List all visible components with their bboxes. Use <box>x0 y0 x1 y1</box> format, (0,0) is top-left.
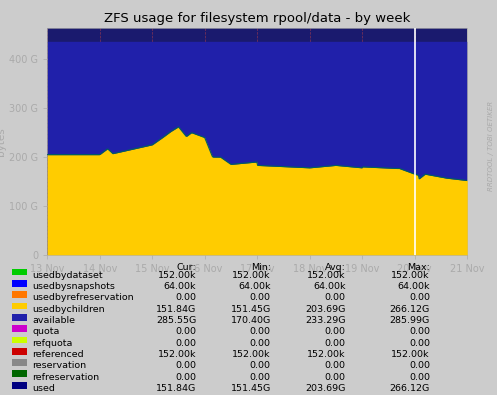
Text: 0.00: 0.00 <box>325 327 345 336</box>
Text: 0.00: 0.00 <box>175 339 196 348</box>
Text: 0.00: 0.00 <box>250 293 271 302</box>
Text: 0.00: 0.00 <box>175 372 196 382</box>
Text: 64.00k: 64.00k <box>164 282 196 291</box>
Text: 152.00k: 152.00k <box>158 350 196 359</box>
Text: RRDTOOL / TOBI OETIKER: RRDTOOL / TOBI OETIKER <box>488 101 494 191</box>
Text: 203.69G: 203.69G <box>305 305 345 314</box>
Text: 152.00k: 152.00k <box>158 271 196 280</box>
FancyBboxPatch shape <box>12 371 27 377</box>
Text: referenced: referenced <box>32 350 84 359</box>
Text: Avg:: Avg: <box>325 263 345 272</box>
Text: 0.00: 0.00 <box>409 372 430 382</box>
Text: refreservation: refreservation <box>32 372 99 382</box>
Text: quota: quota <box>32 327 60 336</box>
Text: 0.00: 0.00 <box>409 361 430 370</box>
FancyBboxPatch shape <box>12 291 27 298</box>
Text: Max:: Max: <box>407 263 430 272</box>
Text: 151.84G: 151.84G <box>156 384 196 393</box>
FancyBboxPatch shape <box>12 303 27 309</box>
Text: 0.00: 0.00 <box>250 372 271 382</box>
Text: reservation: reservation <box>32 361 86 370</box>
Text: usedbydataset: usedbydataset <box>32 271 103 280</box>
Text: available: available <box>32 316 76 325</box>
Text: 0.00: 0.00 <box>409 339 430 348</box>
Text: 64.00k: 64.00k <box>239 282 271 291</box>
Text: 151.84G: 151.84G <box>156 305 196 314</box>
Text: 152.00k: 152.00k <box>392 350 430 359</box>
FancyBboxPatch shape <box>12 382 27 389</box>
Text: usedbysnapshots: usedbysnapshots <box>32 282 115 291</box>
Text: 0.00: 0.00 <box>409 327 430 336</box>
Text: 170.40G: 170.40G <box>231 316 271 325</box>
FancyBboxPatch shape <box>12 314 27 321</box>
Text: 203.69G: 203.69G <box>305 384 345 393</box>
Text: 233.29G: 233.29G <box>305 316 345 325</box>
FancyBboxPatch shape <box>12 359 27 366</box>
Text: 266.12G: 266.12G <box>390 384 430 393</box>
Text: 152.00k: 152.00k <box>392 271 430 280</box>
Text: refquota: refquota <box>32 339 73 348</box>
Text: 0.00: 0.00 <box>175 327 196 336</box>
Text: Cur:: Cur: <box>176 263 196 272</box>
Text: 64.00k: 64.00k <box>313 282 345 291</box>
Text: 152.00k: 152.00k <box>307 350 345 359</box>
Text: usedbyrefreservation: usedbyrefreservation <box>32 293 134 302</box>
Text: Min:: Min: <box>251 263 271 272</box>
Text: 0.00: 0.00 <box>325 293 345 302</box>
FancyBboxPatch shape <box>12 337 27 343</box>
Text: 0.00: 0.00 <box>250 327 271 336</box>
Text: 0.00: 0.00 <box>250 339 271 348</box>
Text: 0.00: 0.00 <box>175 293 196 302</box>
Text: 152.00k: 152.00k <box>307 271 345 280</box>
Text: 266.12G: 266.12G <box>390 305 430 314</box>
Text: 64.00k: 64.00k <box>398 282 430 291</box>
Text: 151.45G: 151.45G <box>231 384 271 393</box>
FancyBboxPatch shape <box>12 280 27 287</box>
Text: 285.99G: 285.99G <box>390 316 430 325</box>
Text: 152.00k: 152.00k <box>233 271 271 280</box>
Text: usedbychildren: usedbychildren <box>32 305 105 314</box>
Text: 0.00: 0.00 <box>325 361 345 370</box>
Text: 285.55G: 285.55G <box>156 316 196 325</box>
Text: used: used <box>32 384 55 393</box>
FancyBboxPatch shape <box>12 348 27 355</box>
Text: 0.00: 0.00 <box>325 372 345 382</box>
Text: 0.00: 0.00 <box>409 293 430 302</box>
Y-axis label: bytes: bytes <box>0 127 6 156</box>
Text: 152.00k: 152.00k <box>233 350 271 359</box>
Title: ZFS usage for filesystem rpool/data - by week: ZFS usage for filesystem rpool/data - by… <box>104 12 411 25</box>
Text: 0.00: 0.00 <box>250 361 271 370</box>
FancyBboxPatch shape <box>12 269 27 275</box>
FancyBboxPatch shape <box>12 325 27 332</box>
Text: 0.00: 0.00 <box>325 339 345 348</box>
Text: 0.00: 0.00 <box>175 361 196 370</box>
Text: 151.45G: 151.45G <box>231 305 271 314</box>
